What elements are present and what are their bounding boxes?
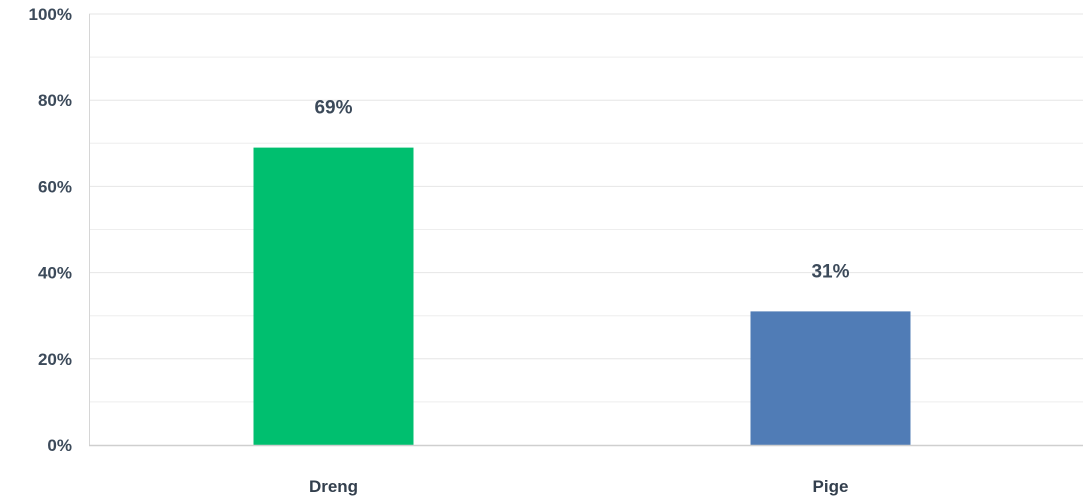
y-tick-label: 60% xyxy=(38,177,72,196)
y-tick-label: 0% xyxy=(47,436,72,455)
x-axis: Dreng Pige xyxy=(89,444,1083,496)
bar-pige xyxy=(750,311,911,445)
data-label-dreng: 69% xyxy=(314,98,352,119)
data-label-pige: 31% xyxy=(811,261,849,282)
y-tick-label: 40% xyxy=(38,264,72,283)
bars xyxy=(253,147,911,446)
y-axis: 0% 20% 40% 60% 80% 100% xyxy=(29,5,90,455)
y-tick-label: 20% xyxy=(38,350,72,369)
bar-dreng xyxy=(253,147,414,446)
y-tick-label: 80% xyxy=(38,91,72,110)
gridlines xyxy=(89,13,1083,403)
y-tick-label: 100% xyxy=(29,5,72,24)
x-category-label: Pige xyxy=(813,477,849,496)
data-labels: 69% 31% xyxy=(314,98,849,283)
x-category-label: Dreng xyxy=(309,477,358,496)
